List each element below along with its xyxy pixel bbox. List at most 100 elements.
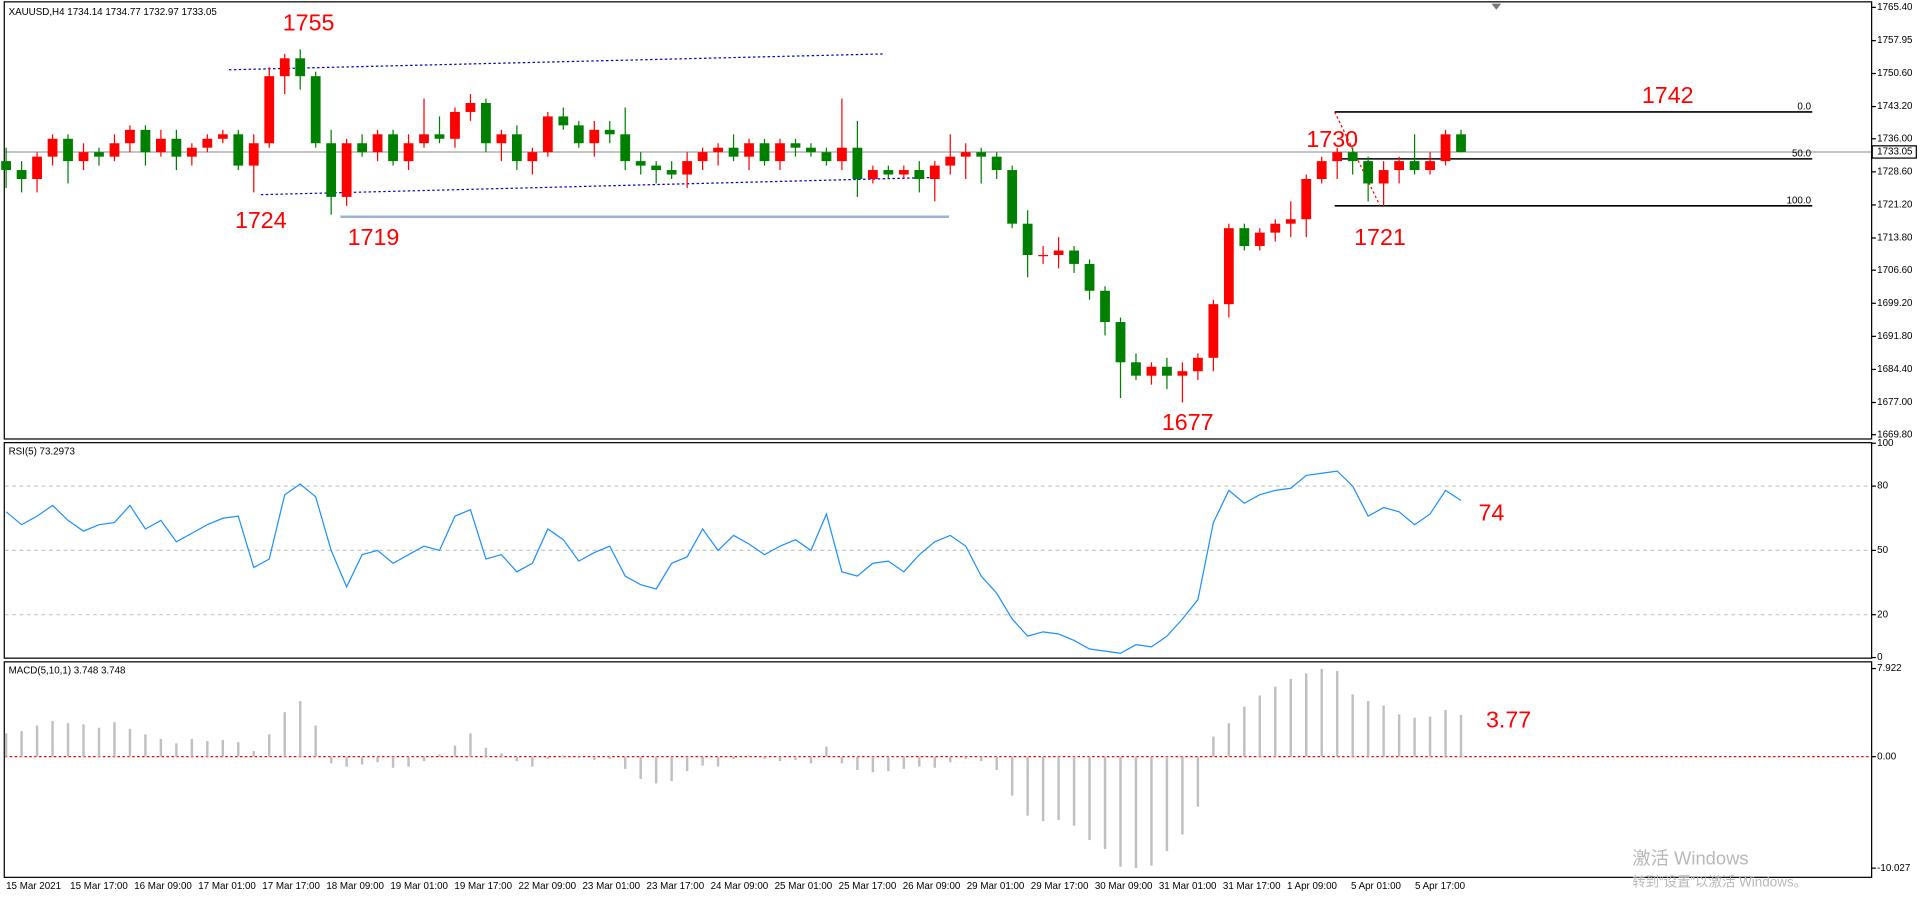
annotation: 1755 (283, 10, 335, 36)
candle-body (542, 116, 553, 153)
y-tick-label: 1765.40 (1877, 2, 1913, 13)
candle-body (1038, 254, 1049, 257)
candle-body (604, 129, 615, 135)
candle-body (372, 134, 383, 153)
candle-body (326, 143, 337, 197)
annotation: 1724 (235, 207, 287, 233)
y-tick-label: 1706.60 (1877, 265, 1913, 276)
candle-body (94, 152, 104, 157)
x-tick-label: 16 Mar 09:00 (134, 881, 192, 892)
candle-body (1316, 161, 1327, 180)
y-tick-label: 0.00 (1877, 751, 1897, 762)
annotation: 74 (1478, 499, 1504, 525)
candle-body (202, 138, 213, 148)
x-tick-label: 31 Mar 01:00 (1159, 881, 1217, 892)
candle-body (1115, 322, 1126, 363)
y-tick-label: 1669.80 (1877, 429, 1913, 440)
candle-body (697, 152, 708, 162)
candle-body (806, 147, 816, 153)
fib-label: 0.0 (1797, 102, 1811, 113)
y-tick-label: 1736.00 (1877, 133, 1913, 144)
candle-body (852, 147, 863, 180)
candle-body (914, 170, 925, 180)
y-tick-label: 1721.20 (1877, 200, 1913, 211)
candle-body (1270, 223, 1281, 233)
annotation: 1730 (1306, 126, 1358, 152)
candle-body (666, 170, 677, 175)
candle-body (78, 152, 89, 162)
candle-body (47, 138, 58, 157)
candle-body (125, 129, 135, 144)
y-tick-label: 1728.60 (1877, 166, 1913, 177)
candle-body (465, 103, 476, 112)
y-tick-label: 7.922 (1877, 663, 1901, 674)
candle-body (945, 156, 956, 166)
candle-body (837, 147, 847, 162)
x-tick-label: 22 Mar 09:00 (518, 881, 576, 892)
y-tick-label: 50 (1877, 545, 1888, 556)
x-tick-label: 5 Apr 17:00 (1415, 881, 1466, 892)
candle-body (883, 170, 894, 175)
main-panel (3, 1, 1873, 440)
candle-body (527, 152, 538, 162)
y-tick-label: 80 (1877, 481, 1888, 492)
last-price-label: 1733.05 (1877, 147, 1913, 158)
candle-body (63, 138, 73, 162)
candle-body (1192, 357, 1203, 372)
candle-body (357, 143, 368, 153)
candle-body (1053, 250, 1064, 255)
candle-body (1069, 250, 1079, 264)
candle-body (1254, 232, 1265, 247)
y-tick-label: 1691.80 (1877, 331, 1913, 342)
candle-body (1456, 134, 1466, 152)
candle-body (1394, 161, 1404, 171)
y-tick-label: 20 (1877, 609, 1888, 620)
x-tick-label: 18 Mar 09:00 (326, 881, 384, 892)
x-tick-label: 19 Mar 17:00 (454, 881, 512, 892)
annotation: 1677 (1162, 409, 1214, 435)
rsi-title: RSI(5) 73.2973 (9, 446, 76, 457)
candle-body (775, 143, 785, 162)
x-tick-label: 29 Mar 01:00 (967, 881, 1025, 892)
x-tick-label: 17 Mar 01:00 (198, 881, 256, 892)
candle-body (1239, 228, 1250, 247)
candle-body (419, 134, 429, 144)
candle-body (728, 147, 739, 157)
candle-body (1347, 152, 1358, 162)
candle-body (403, 143, 414, 162)
candle-body (713, 147, 723, 153)
x-tick-label: 15 Mar 17:00 (70, 881, 128, 892)
x-tick-label: 30 Mar 09:00 (1095, 881, 1153, 892)
candle-body (388, 134, 398, 162)
x-tick-label: 5 Apr 01:00 (1351, 881, 1402, 892)
candle-body (140, 129, 151, 153)
candle-body (1, 161, 12, 171)
candle-body (511, 134, 522, 162)
candle-body (651, 165, 662, 171)
candle-body (1332, 152, 1343, 162)
fib-label: 100.0 (1787, 196, 1812, 207)
candle-body (171, 138, 182, 157)
x-tick-label: 19 Mar 01:00 (390, 881, 448, 892)
x-tick-label: 29 Mar 17:00 (1031, 881, 1089, 892)
x-tick-label: 23 Mar 17:00 (647, 881, 705, 892)
candle-body (589, 129, 600, 144)
x-tick-label: 25 Mar 17:00 (839, 881, 897, 892)
fib-label: 50.0 (1792, 149, 1812, 160)
candle-body (558, 116, 569, 126)
x-tick-label: 24 Mar 09:00 (711, 881, 769, 892)
candle-body (991, 156, 1002, 171)
x-tick-label: 25 Mar 01:00 (775, 881, 833, 892)
candle-body (929, 165, 940, 180)
candle-body (821, 152, 832, 162)
candle-body (341, 143, 352, 197)
y-tick-label: 1757.95 (1877, 35, 1913, 46)
candle-body (279, 58, 290, 77)
candle-body (156, 138, 166, 153)
candle-body (1425, 161, 1435, 171)
candle-body (682, 161, 693, 175)
candle-body (759, 143, 770, 162)
y-tick-label: 1699.20 (1877, 298, 1913, 309)
